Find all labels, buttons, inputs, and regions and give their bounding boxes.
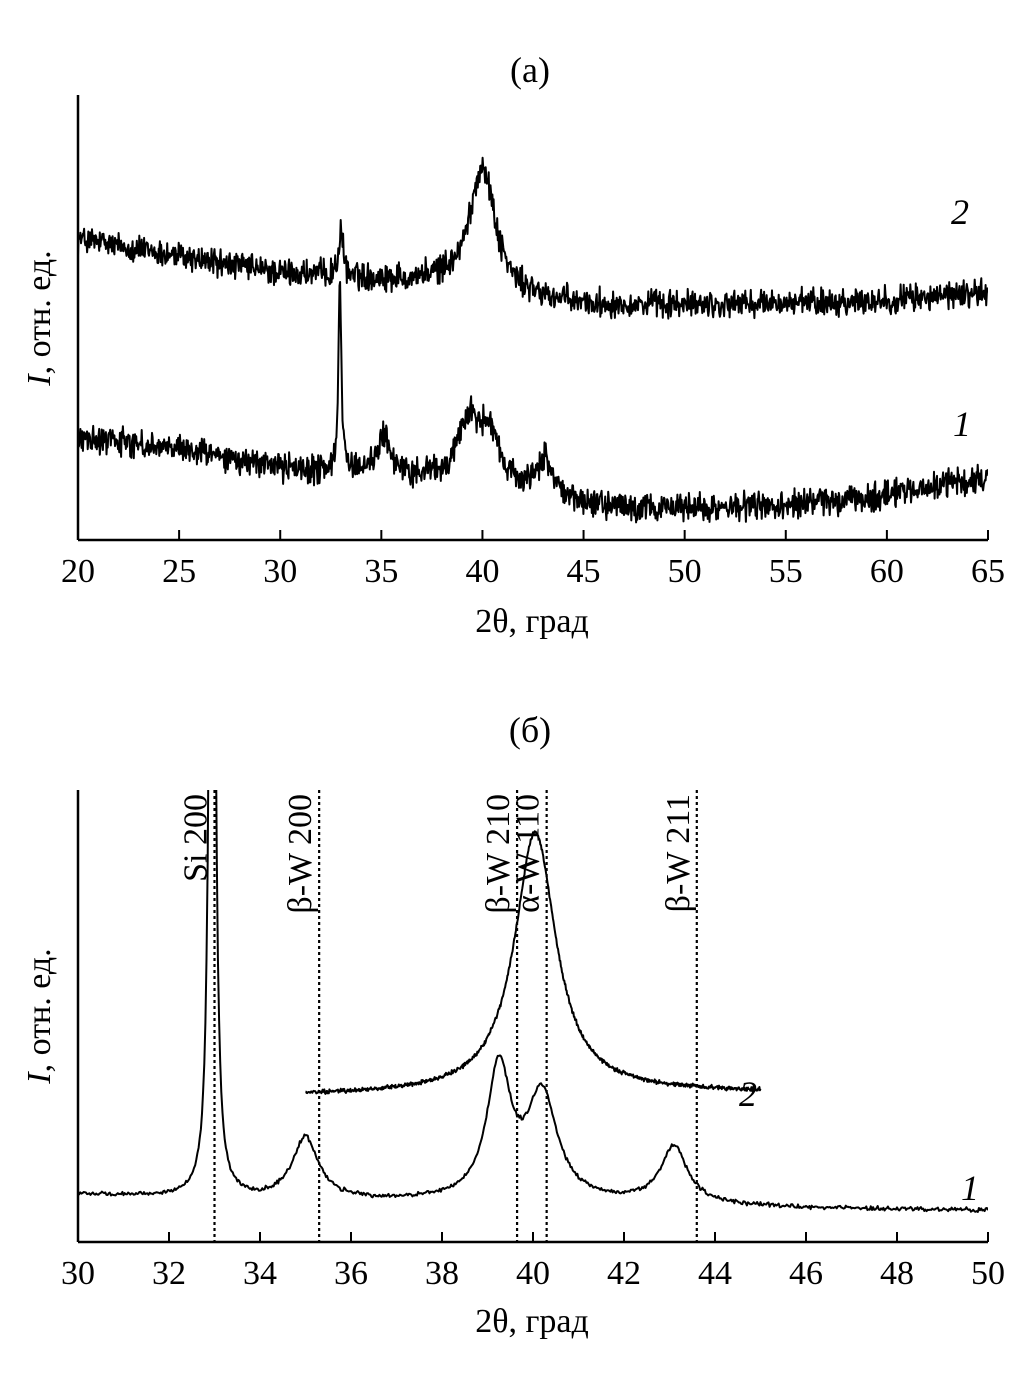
panel-a-series-1-line [78, 281, 988, 524]
panel-a-y-axis-title: I, отн. ед. [21, 250, 58, 386]
panel-b-x-tick-label-9: 48 [880, 1255, 914, 1292]
panel-a-x-tick-label-2: 30 [263, 553, 297, 590]
panel-b-x-tick-label-2: 34 [243, 1255, 277, 1292]
panel-b-x-tick-label-8: 46 [789, 1255, 823, 1292]
panel-b-x-tick-label-6: 42 [607, 1255, 641, 1292]
panel-b-series-2-line [305, 830, 762, 1095]
panel-a-x-axis-title: 2θ, град [475, 603, 589, 640]
panel-a-x-tick-label-4: 40 [465, 553, 499, 590]
reference-line-label-1: β-W 200 [282, 794, 319, 914]
panel-b-curve-label-2: 2 [739, 1074, 757, 1114]
panel-a-x-tick-label-1: 25 [162, 553, 196, 590]
panel-b-y-axis-unit: , отн. ед. [21, 948, 58, 1072]
panel-a-label: (a) [510, 50, 550, 90]
panel-a-plot-area [78, 156, 988, 524]
panel-a-x-tick-label-7: 55 [769, 553, 803, 590]
panel-b-x-axis-title: 2θ, град [475, 1303, 589, 1340]
panel-b-x-tick-label-1: 32 [152, 1255, 186, 1292]
panel-b-y-axis-title: I, отн. ед. [21, 948, 58, 1084]
panel-a-x-tick-label-8: 60 [870, 553, 904, 590]
panel-b-x-ticks: 30 32 34 36 38 40 42 44 46 48 50 [61, 1232, 1005, 1292]
panel-b-series-1-line [78, 790, 988, 1213]
panel-a-x-tick-label-3: 35 [364, 553, 398, 590]
panel-b-label: (б) [509, 710, 551, 750]
panel-a-y-axis-symbol: I [21, 373, 58, 387]
panel-a-x-tick-label-6: 50 [668, 553, 702, 590]
panel-a-curve-label-2: 2 [951, 192, 969, 232]
panel-a-axes [76, 95, 988, 542]
panel-a-x-tick-label-5: 45 [567, 553, 601, 590]
panel-a-x-ticks: 20 25 30 35 40 45 50 55 60 65 [61, 530, 1005, 590]
panel-b-x-tick-label-5: 40 [516, 1255, 550, 1292]
panel-a-curve-label-1: 1 [953, 404, 971, 444]
panel-a-series-2-line [78, 156, 988, 320]
panel-b-x-tick-label-7: 44 [698, 1255, 732, 1292]
reference-line-label-4: β-W 211 [660, 794, 697, 912]
panel-b-y-axis-symbol: I [21, 1071, 58, 1085]
panel-b-x-tick-label-3: 36 [334, 1255, 368, 1292]
panel-b-x-tick-label-10: 50 [971, 1255, 1005, 1292]
panel-a-chart: (a) 20 25 30 35 40 45 50 55 60 65 2 1 2θ, град I,… [21, 50, 1005, 640]
panel-b-x-tick-label-0: 30 [61, 1255, 95, 1292]
panel-b-x-tick-label-4: 38 [425, 1255, 459, 1292]
panel-b-curve-label-1: 1 [961, 1168, 979, 1208]
panel-a-y-axis-unit: , отн. ед. [21, 250, 58, 374]
panel-a-x-tick-label-0: 20 [61, 553, 95, 590]
reference-line-label-2: β-W 210 [480, 794, 517, 914]
panel-a-x-tick-label-9: 65 [971, 553, 1005, 590]
